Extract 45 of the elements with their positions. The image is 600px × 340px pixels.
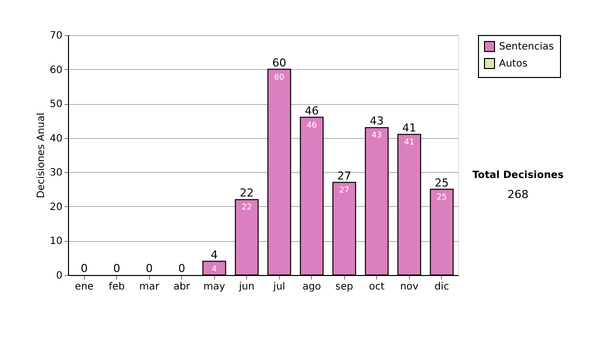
x-tick-label: mar: [139, 282, 160, 292]
total-label: 22: [240, 186, 254, 200]
total-label: 0: [178, 262, 186, 275]
data-label: 25: [436, 192, 447, 202]
total-label: 25: [434, 176, 449, 190]
text: Total Decisiones: [472, 170, 564, 181]
x-tick-label: may: [203, 282, 226, 292]
legend-label: Sentencias: [499, 42, 554, 52]
data-label: 27: [339, 185, 350, 194]
x-tick-label: oct: [368, 282, 385, 292]
x-tick-label: nov: [400, 282, 419, 292]
total-label: 4: [210, 248, 218, 262]
x-tick-label: jun: [238, 282, 254, 292]
y-axis-title: Decisiones Anual: [36, 112, 47, 198]
x-tick-label: jul: [272, 282, 286, 292]
data-label: 60: [274, 72, 284, 82]
x-tick-label: ago: [302, 282, 322, 292]
x-tick-label: feb: [108, 282, 125, 292]
total-label: 0: [113, 262, 120, 275]
data-label: 22: [242, 202, 252, 212]
total-label: 0: [146, 262, 153, 275]
data-label: 4: [212, 264, 217, 274]
y-tick-label: 70: [50, 30, 62, 42]
y-tick-label: 30: [50, 168, 62, 179]
y-tick-label: 20: [50, 202, 62, 213]
legend-label: Autos: [499, 58, 528, 70]
y-tick-label: 50: [50, 99, 62, 110]
y-tick-label: 40: [50, 133, 62, 144]
x-tick-label: abr: [173, 282, 191, 292]
total-label: 41: [402, 121, 416, 134]
total-label: 0: [80, 262, 88, 275]
total-label: 60: [272, 56, 286, 70]
y-tick-label: 0: [56, 270, 62, 282]
total-label: 43: [370, 114, 384, 128]
y-tick-label: 60: [50, 64, 62, 76]
data-label: 43: [372, 130, 382, 140]
total-label: 46: [304, 104, 319, 118]
x-tick-label: dic: [434, 282, 450, 292]
x-tick-label: sep: [335, 282, 354, 292]
data-label: 41: [404, 137, 414, 146]
data-label: 46: [306, 120, 317, 130]
x-tick-label: ene: [74, 282, 94, 292]
y-tick-label: 10: [50, 236, 62, 248]
text: 268: [508, 188, 528, 201]
total-label: 27: [337, 169, 352, 182]
